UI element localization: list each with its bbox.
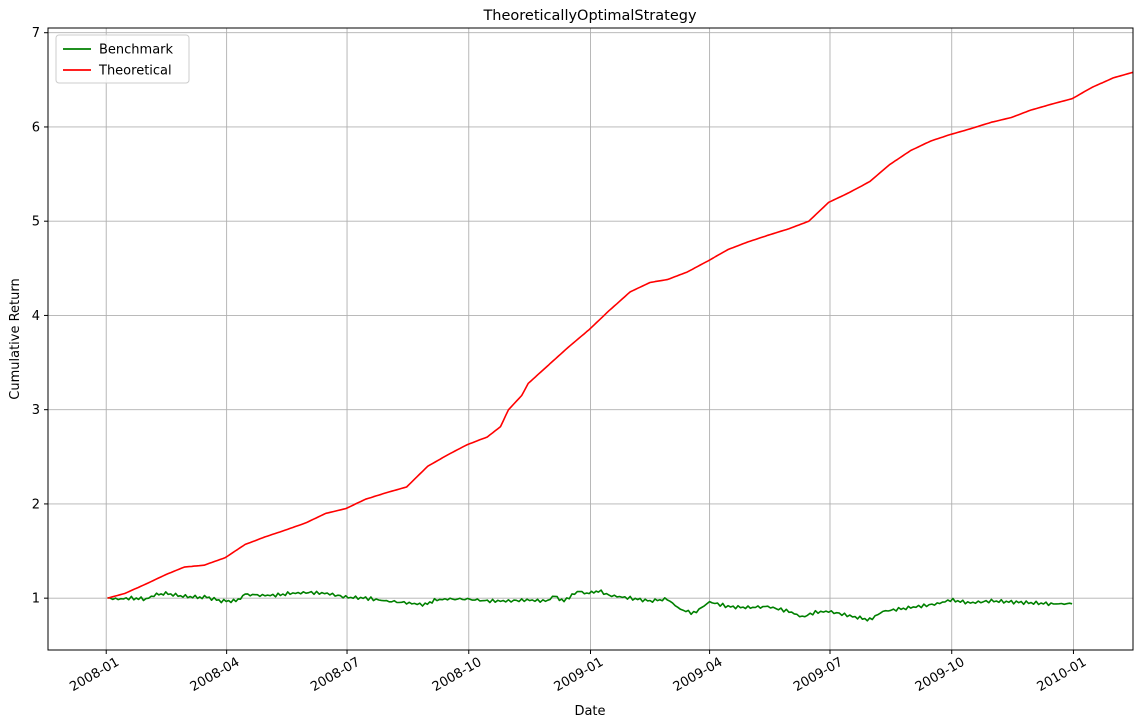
x-tick-label: 2010-01 <box>1035 655 1090 695</box>
y-tick-label: 7 <box>32 26 40 41</box>
x-tick-label: 2009-07 <box>791 655 846 695</box>
series-line-theoretical <box>107 71 1134 599</box>
legend-box <box>55 34 190 84</box>
x-tick-label: 2009-10 <box>913 655 968 695</box>
x-tick-label: 2009-04 <box>671 655 726 695</box>
series-layer <box>107 71 1134 622</box>
x-tick-label: 2008-04 <box>188 655 243 695</box>
legend-entry-theoretical: Theoretical <box>98 64 172 79</box>
y-tick-label: 1 <box>32 592 40 607</box>
x-tick-label: 2008-01 <box>67 655 122 695</box>
y-tick-label: 2 <box>32 497 40 512</box>
legend: Benchmark Theoretical <box>55 34 190 84</box>
x-axis-label: Date <box>574 704 605 719</box>
y-tick-label: 6 <box>32 120 40 135</box>
y-axis-label: Cumulative Return <box>8 278 23 399</box>
legend-entry-benchmark: Benchmark <box>99 43 174 58</box>
y-tick-label: 3 <box>32 403 40 418</box>
x-tick-label: 2008-07 <box>308 655 363 695</box>
series-line-benchmark <box>107 589 1073 622</box>
y-tick-label: 5 <box>32 215 40 230</box>
y-tick-label: 4 <box>32 309 40 324</box>
x-tick-label: 2009-01 <box>552 655 607 695</box>
x-tick-label: 2008-10 <box>430 655 485 695</box>
chart-title: TheoreticallyOptimalStrategy <box>482 8 697 24</box>
